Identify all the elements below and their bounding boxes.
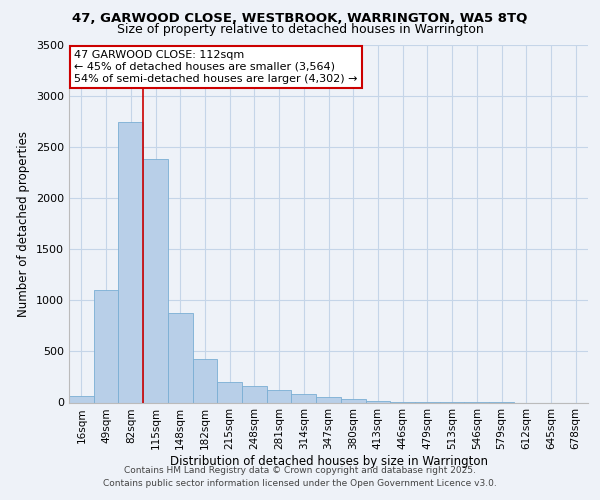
- Bar: [193, 358, 217, 403]
- Text: Size of property relative to detached houses in Warrington: Size of property relative to detached ho…: [116, 22, 484, 36]
- X-axis label: Distribution of detached houses by size in Warrington: Distribution of detached houses by size …: [170, 455, 487, 468]
- Text: 47, GARWOOD CLOSE, WESTBROOK, WARRINGTON, WA5 8TQ: 47, GARWOOD CLOSE, WESTBROOK, WARRINGTON…: [73, 12, 527, 26]
- Bar: [118, 122, 143, 402]
- Bar: [365, 401, 390, 402]
- Bar: [267, 390, 292, 402]
- Bar: [217, 382, 242, 402]
- Text: Contains HM Land Registry data © Crown copyright and database right 2025.
Contai: Contains HM Land Registry data © Crown c…: [103, 466, 497, 487]
- Bar: [341, 400, 365, 402]
- Bar: [143, 160, 168, 402]
- Bar: [316, 398, 341, 402]
- Text: 47 GARWOOD CLOSE: 112sqm
← 45% of detached houses are smaller (3,564)
54% of sem: 47 GARWOOD CLOSE: 112sqm ← 45% of detach…: [74, 50, 358, 84]
- Bar: [292, 394, 316, 402]
- Bar: [69, 396, 94, 402]
- Bar: [242, 386, 267, 402]
- Bar: [94, 290, 118, 403]
- Y-axis label: Number of detached properties: Number of detached properties: [17, 130, 31, 317]
- Bar: [168, 312, 193, 402]
